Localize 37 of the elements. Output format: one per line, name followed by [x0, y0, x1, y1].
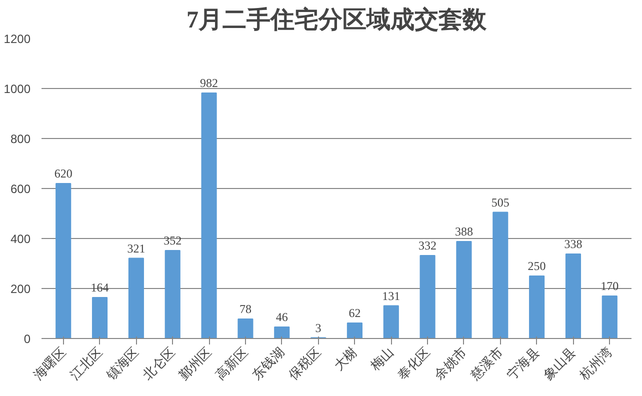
data-label: 46 — [276, 310, 288, 324]
x-tick-label: 宁海县 — [504, 344, 542, 382]
x-tick-label: 大榭 — [331, 344, 360, 374]
chart-title: 7月二手住宅分区域成交套数 — [186, 6, 488, 34]
data-label: 62 — [348, 306, 361, 320]
x-tick-label: 海曙区 — [30, 344, 69, 382]
data-label: 250 — [528, 259, 546, 273]
data-label: 131 — [382, 288, 400, 303]
data-label: 505 — [491, 195, 510, 210]
y-tick-label: 400 — [10, 232, 31, 246]
data-label: 388 — [454, 224, 473, 238]
data-label: 321 — [127, 241, 146, 256]
x-tick-label: 杭州湾 — [576, 344, 615, 384]
x-tick-label: 保税区 — [285, 344, 324, 382]
data-label: 620 — [54, 166, 72, 180]
data-label: 332 — [418, 238, 437, 252]
data-label: 982 — [200, 76, 218, 90]
y-tick-label: 1000 — [4, 82, 31, 96]
x-tick-label: 奉化区 — [394, 344, 433, 382]
x-tick-label: 镇海区 — [102, 344, 142, 384]
x-tick-label: 梅山 — [366, 344, 396, 374]
x-tick-label: 北仑区 — [140, 344, 178, 382]
x-tick-label: 余姚市 — [431, 344, 470, 382]
data-label: 3 — [315, 320, 322, 335]
y-tick-label: 600 — [10, 182, 31, 196]
x-tick-label: 江北区 — [66, 344, 106, 382]
y-tick-label: 1200 — [4, 32, 31, 46]
x-tick-label: 象山县 — [540, 344, 579, 382]
x-tick-label: 鄞州区 — [176, 344, 214, 382]
y-tick-label: 800 — [10, 132, 31, 146]
x-tick-label: 高新区 — [212, 344, 251, 382]
x-tick-label: 东钱湖 — [248, 344, 288, 382]
y-tick-label: 0 — [24, 332, 31, 346]
data-label: 78 — [239, 302, 252, 316]
data-label: 338 — [564, 237, 582, 251]
y-tick-label: 200 — [10, 282, 31, 296]
x-tick-label: 慈溪市 — [466, 344, 506, 384]
